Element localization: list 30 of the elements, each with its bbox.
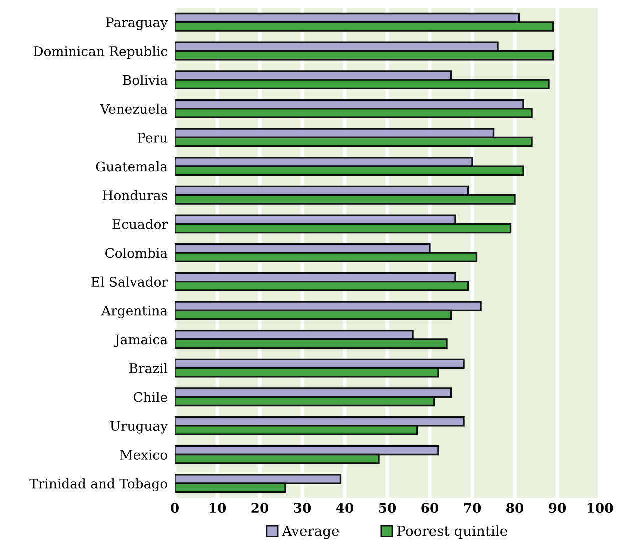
y-tick-label: Paraguay: [106, 18, 168, 30]
y-tick-label: Venezuela: [100, 104, 168, 114]
x-tick-label: 70: [464, 503, 482, 514]
y-tick-label: Mexico: [120, 450, 168, 460]
y-tick-label: Bolivia: [123, 75, 168, 86]
x-tick-label: 100: [588, 503, 614, 514]
y-tick-label: Trinidad and Tobago: [30, 478, 168, 492]
y-tick-label: Dominican Republic: [34, 46, 168, 59]
x-tick-label: 50: [379, 503, 396, 514]
y-tick-label: Jamaica: [114, 334, 168, 348]
x-tick-label: 80: [506, 503, 524, 514]
y-tick-label: Peru: [138, 133, 168, 143]
y-tick-label: Chile: [134, 392, 168, 402]
x-tick-label: 30: [294, 503, 312, 514]
legend-label: Average: [282, 526, 340, 540]
y-tick-label: Ecuador: [112, 219, 168, 230]
legend-label: Poorest quintile: [397, 526, 508, 540]
y-tick-label: Uruguay: [110, 421, 168, 434]
y-tick-label: Honduras: [102, 190, 168, 201]
x-tick-label: 0: [171, 503, 179, 514]
y-tick-label: Colombia: [106, 248, 168, 258]
x-tick-label: 20: [252, 503, 269, 514]
y-tick-label: El Salvador: [92, 276, 168, 288]
y-tick-label: Guatemala: [96, 162, 168, 172]
x-tick-label: 40: [336, 503, 354, 514]
y-tick-label: Brazil: [130, 363, 168, 374]
x-tick-label: 90: [549, 503, 566, 514]
x-tick-label: 60: [422, 503, 439, 514]
x-tick-label: 10: [210, 503, 226, 514]
y-tick-label: Argentina: [102, 306, 168, 318]
